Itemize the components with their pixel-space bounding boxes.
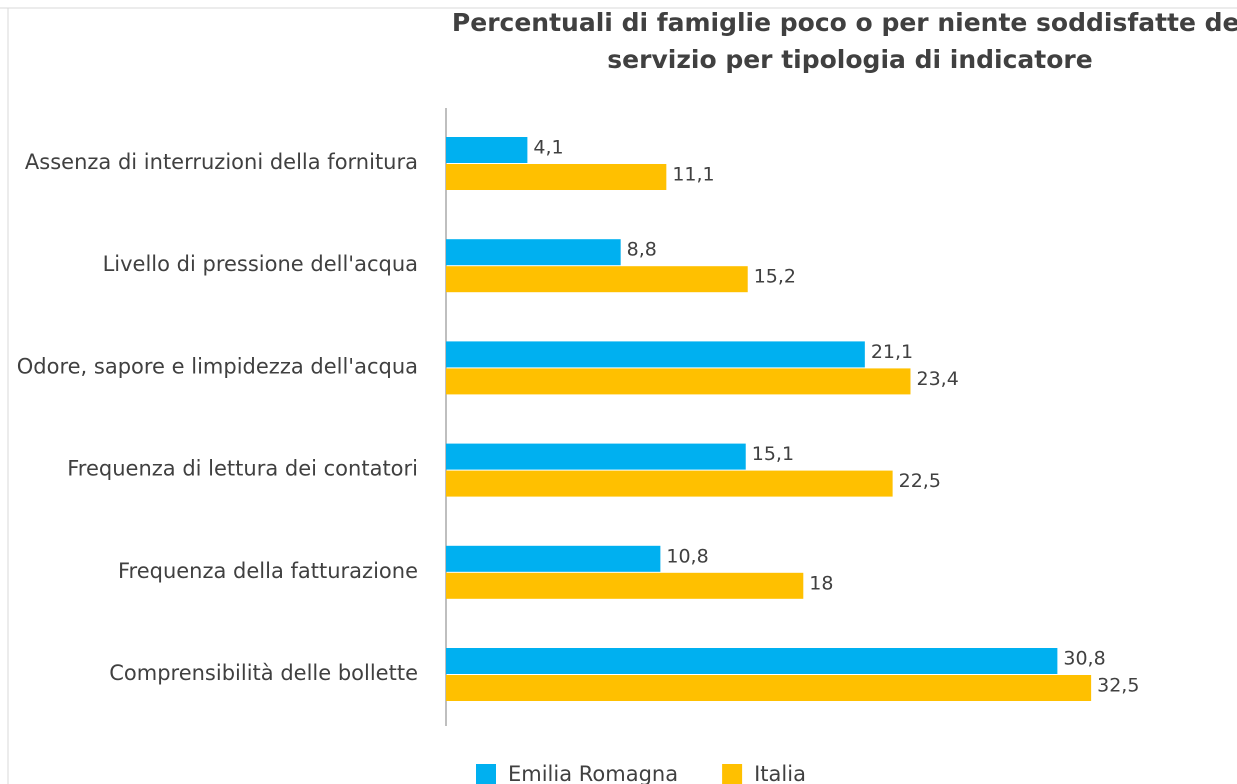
bar — [446, 545, 661, 572]
bar — [446, 572, 804, 599]
bar — [446, 266, 748, 293]
legend-label: Italia — [754, 762, 806, 784]
bar — [446, 341, 865, 368]
data-label: 8,8 — [627, 239, 657, 261]
bar — [446, 164, 667, 190]
bar — [446, 470, 893, 497]
data-label: 4,1 — [533, 137, 563, 159]
y-tick-label: Odore, sapore e limpidezza dell'acqua — [17, 354, 418, 378]
data-label: 15,2 — [754, 266, 796, 288]
legend-label: Emilia Romagna — [508, 762, 678, 784]
y-tick-label: Frequenza della fatturazione — [118, 559, 418, 583]
y-tick-label: Livello di pressione dell'acqua — [103, 252, 418, 276]
data-label: 11,1 — [672, 164, 714, 186]
bar — [446, 675, 1092, 701]
y-tick-label: Frequenza di lettura dei contatori — [67, 457, 418, 481]
legend-swatch — [722, 764, 743, 784]
y-tick-label: Comprensibilità delle bollette — [109, 661, 418, 685]
bar — [446, 443, 746, 470]
y-tick-label: Assenza di interruzioni della fornitura — [25, 150, 418, 174]
bar — [446, 239, 621, 266]
data-label: 18 — [809, 572, 833, 594]
data-label: 10,8 — [666, 545, 708, 567]
data-label: 30,8 — [1063, 648, 1105, 670]
data-label: 23,4 — [916, 368, 958, 390]
bar — [446, 137, 528, 163]
data-label: 21,1 — [871, 341, 913, 363]
bar — [446, 648, 1058, 674]
data-label: 32,5 — [1097, 675, 1139, 697]
chart-title: Percentuali di famiglie poco o per nient… — [451, 8, 1237, 74]
legend-swatch — [476, 764, 496, 784]
bar — [446, 368, 911, 395]
data-label: 15,1 — [752, 443, 794, 465]
data-label: 22,5 — [899, 470, 941, 492]
